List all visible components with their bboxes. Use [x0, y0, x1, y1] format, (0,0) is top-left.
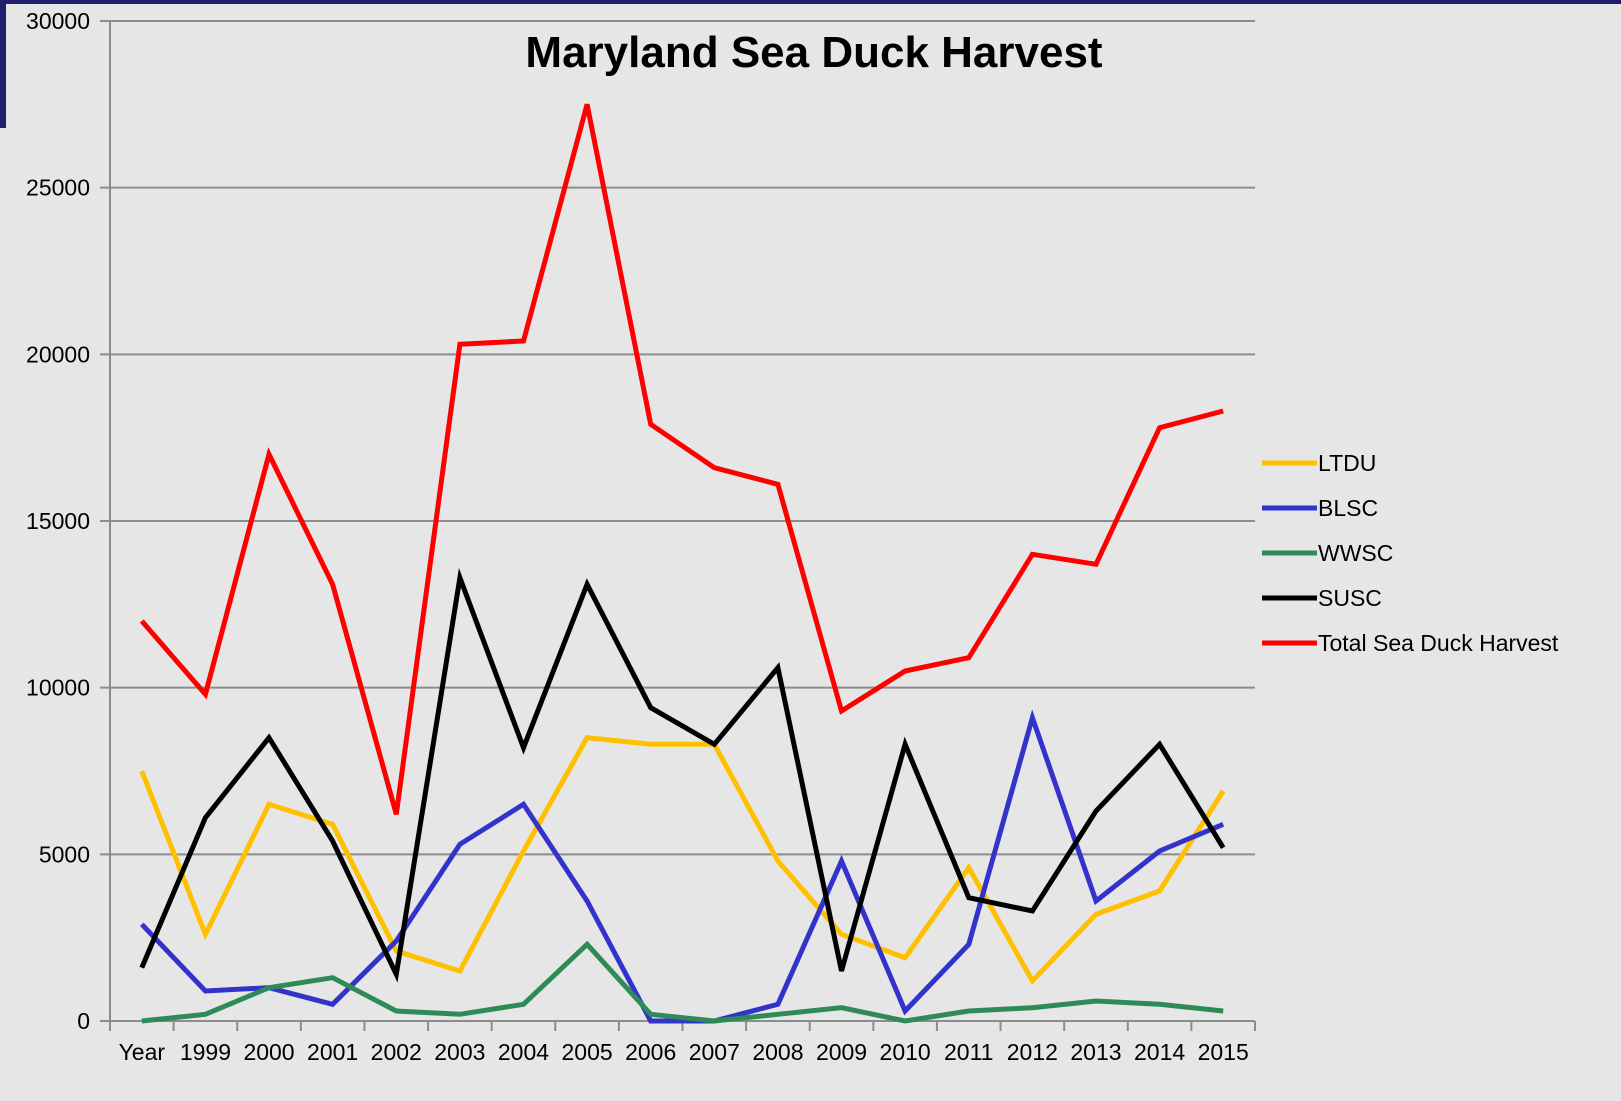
series-line-total-sea-duck-harvest — [139, 103, 1224, 815]
y-tick-label: 25000 — [26, 175, 90, 201]
x-tick-label: 2009 — [816, 1039, 867, 1065]
x-tick-label: 2000 — [243, 1039, 294, 1065]
legend-label: SUSC — [1318, 585, 1382, 611]
series-line-wwsc — [141, 940, 1224, 1024]
x-tick-label: 2006 — [625, 1039, 676, 1065]
y-axis: 0 5000 10000 15000 20000 25000 30000 — [26, 8, 111, 1034]
chart-title: Maryland Sea Duck Harvest — [525, 28, 1103, 77]
x-tick-label: 2004 — [498, 1039, 549, 1065]
x-tick-label: 2013 — [1070, 1039, 1121, 1065]
x-tick-label: 2003 — [434, 1039, 485, 1065]
legend-label: LTDU — [1318, 450, 1376, 476]
x-tick-label: 2008 — [752, 1039, 803, 1065]
frame-top-border — [0, 0, 1621, 4]
x-tick-label: 2001 — [307, 1039, 358, 1065]
legend-label: BLSC — [1318, 495, 1378, 521]
legend: LTDU BLSC WWSC SUSC Total Sea Duck Harvest — [1262, 450, 1559, 656]
y-tick-label: 5000 — [39, 841, 90, 867]
frame-left-border — [0, 0, 6, 128]
x-tick-label: 2014 — [1134, 1039, 1185, 1065]
x-tick-label: 2011 — [944, 1039, 993, 1065]
x-tick-label: 2002 — [371, 1039, 422, 1065]
y-tick-label: 20000 — [26, 341, 90, 367]
series-line-blsc — [139, 709, 1225, 1024]
x-tick-label: 2015 — [1198, 1039, 1249, 1065]
legend-label: WWSC — [1318, 540, 1393, 566]
x-tick-label: 2007 — [689, 1039, 740, 1065]
y-tick-label: 15000 — [26, 508, 90, 534]
x-tick-label: 2005 — [561, 1039, 612, 1065]
y-tick-label: 0 — [77, 1008, 90, 1034]
x-tick-label: 2012 — [1007, 1039, 1058, 1065]
y-tick-label: 10000 — [26, 675, 90, 701]
y-tick-label: 30000 — [26, 8, 90, 34]
legend-label: Total Sea Duck Harvest — [1318, 630, 1559, 656]
x-axis: Year 1999 2000 2001 2002 2003 2004 2005 2006 2007… — [109, 1021, 1256, 1065]
series-line-ltdu — [139, 735, 1226, 986]
x-tick-label: Year — [119, 1039, 166, 1065]
series-lines — [139, 103, 1226, 1024]
series-line-susc — [139, 567, 1226, 983]
grid-lines — [100, 20, 1255, 1022]
x-tick-label: 2010 — [880, 1039, 931, 1065]
x-tick-label: 1999 — [180, 1039, 231, 1065]
